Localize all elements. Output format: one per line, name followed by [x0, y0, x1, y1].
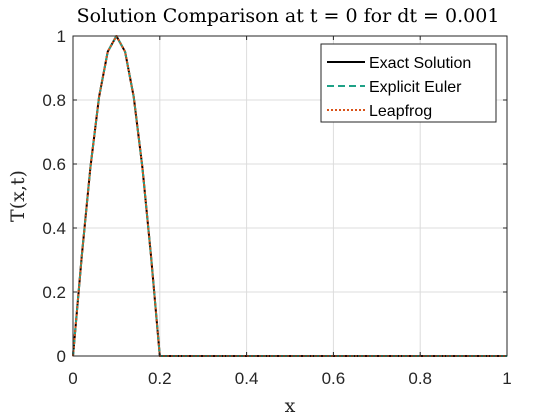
x-tick-label: 1 [502, 369, 511, 388]
plot-frame [72, 35, 508, 357]
legend-entry: Leapfrog [369, 103, 432, 120]
series-line-leapfrog [72, 35, 507, 357]
y-tick-label: 0.4 [42, 219, 66, 238]
y-tick-label: 0.6 [42, 155, 66, 174]
y-tick-label: 1 [57, 27, 66, 46]
y-tick-label: 0.8 [42, 91, 66, 110]
legend: Exact Solution Explicit Euler Leapfrog [320, 43, 497, 123]
chart-title: Solution Comparison at t = 0 for dt = 0.… [77, 5, 500, 27]
legend-entry: Explicit Euler [369, 79, 462, 96]
x-tick-label: 0.2 [148, 369, 172, 388]
y-tick-label: 0.2 [42, 283, 66, 302]
ticks: 0 0.2 0.4 0.6 0.8 1 0 0.2 0.4 0.6 0.8 1 [42, 27, 511, 388]
y-tick-label: 0 [57, 347, 66, 366]
legend-box [320, 43, 497, 123]
legend-entry: Exact Solution [369, 55, 471, 72]
x-tick-label: 0.6 [322, 369, 346, 388]
x-axis-label: x [285, 395, 296, 417]
x-tick-label: 0 [68, 369, 77, 388]
x-tick-label: 0.8 [408, 369, 432, 388]
x-tick-label: 0.4 [235, 369, 259, 388]
y-axis-label: T(x,t) [7, 170, 29, 222]
